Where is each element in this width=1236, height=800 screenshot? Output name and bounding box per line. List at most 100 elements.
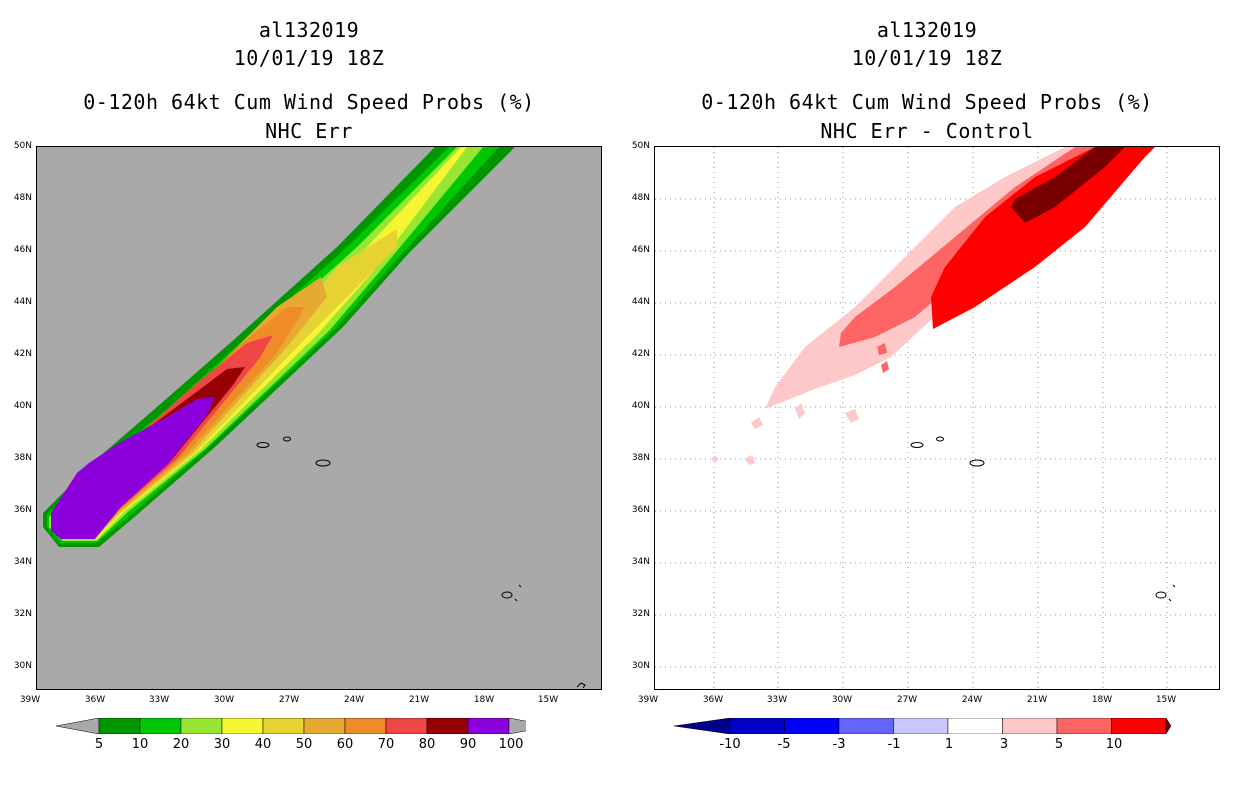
band-3-5-patch [881, 361, 889, 373]
lon-label: 33W [766, 695, 788, 705]
colorbar-label: 1 [944, 737, 954, 752]
difference-colorbar [674, 718, 1172, 734]
lat-label: 50N [13, 141, 32, 151]
lat-label: 36N [631, 505, 650, 515]
colorbar-label: 5 [1054, 737, 1064, 752]
subtitle: NHC Err - Control [820, 119, 1034, 143]
lat-label: 38N [631, 453, 650, 463]
colorbar-swatch [893, 718, 949, 734]
lon-label: 18W [1091, 695, 1113, 705]
lat-label: 48N [631, 193, 650, 203]
colorbar-swatch [1002, 718, 1058, 734]
lat-label: 40N [631, 401, 650, 411]
colorbar-swatch [467, 718, 510, 734]
colorbar-label: 40 [254, 737, 272, 752]
colorbar-label: 70 [377, 737, 395, 752]
colorbar-swatch [139, 718, 182, 734]
probability-map [36, 146, 602, 690]
colorbar-swatch [947, 718, 1003, 734]
band-1-3-patch [751, 417, 763, 429]
colorbar-swatch [729, 718, 785, 734]
colorbar-swatch [98, 718, 141, 734]
colorbar-label: 20 [172, 737, 190, 752]
lat-label: 30N [631, 661, 650, 671]
colorbar-swatch [426, 718, 469, 734]
colorbar-label: -10 [719, 737, 741, 752]
lon-label: 33W [148, 695, 170, 705]
madeira-island [501, 591, 513, 599]
difference-map [654, 146, 1220, 690]
left-panel: al132019 10/01/19 18Z 0-120h 64kt Cum Wi… [13, 18, 602, 752]
lon-label: 24W [343, 695, 365, 705]
colorbar-label: 80 [418, 737, 436, 752]
colorbar-arrow-low [56, 718, 100, 734]
colorbar-swatch [784, 718, 840, 734]
colorbar-arrow-high [1165, 718, 1172, 734]
colorbar-swatch [1056, 718, 1112, 734]
colorbar-label: -3 [832, 737, 846, 752]
colorbar-swatch [180, 718, 223, 734]
colorbar-label: 30 [213, 737, 231, 752]
probability-contours [43, 147, 586, 689]
band-1-3-patch [748, 456, 754, 462]
azores-island [315, 459, 331, 467]
lat-label: 38N [13, 453, 32, 463]
band-100 [51, 397, 215, 539]
lon-label: 15W [537, 695, 559, 705]
colorbar-swatch [303, 718, 346, 734]
lat-label: 50N [631, 141, 650, 151]
lon-label: 39W [637, 695, 659, 705]
azores-island [256, 442, 270, 448]
lon-label: 36W [84, 695, 106, 705]
band-1-3-patch [712, 456, 718, 462]
lat-label: 32N [13, 609, 32, 619]
colorbar-label: 10 [1105, 737, 1123, 752]
colorbar-arrow-high [508, 718, 526, 734]
lon-label: 30W [831, 695, 853, 705]
product-title: 0-120h 64kt Cum Wind Speed Probs (%) [83, 90, 535, 114]
lat-label: 34N [631, 557, 650, 567]
difference-contours [655, 147, 1219, 689]
lon-label: 27W [278, 695, 300, 705]
lon-label: 18W [473, 695, 495, 705]
lat-label: 32N [631, 609, 650, 619]
colorbar-swatch [385, 718, 428, 734]
lon-label: 21W [408, 695, 430, 705]
azores-island [910, 442, 924, 448]
lat-label: 36N [13, 505, 32, 515]
datetime-title: 10/01/19 18Z [851, 46, 1003, 70]
madeira-island [1155, 591, 1167, 599]
colorbar-label: 50 [295, 737, 313, 752]
lat-label: 46N [631, 245, 650, 255]
band-5-10 [931, 147, 1155, 329]
lat-label: 46N [13, 245, 32, 255]
lon-label: 21W [1026, 695, 1048, 705]
colorbar-swatch [838, 718, 894, 734]
lat-label: 42N [13, 349, 32, 359]
band-1-3-patch [795, 403, 805, 419]
lat-label: 44N [631, 297, 650, 307]
azores-island [969, 459, 985, 467]
band-1-3-patch [845, 409, 859, 423]
lat-label: 40N [13, 401, 32, 411]
band-3-5-patch [877, 343, 887, 355]
lat-label: 34N [13, 557, 32, 567]
azores-island [283, 436, 291, 442]
probability-colorbar [56, 718, 526, 734]
colorbar-label: -5 [777, 737, 791, 752]
datetime-title: 10/01/19 18Z [233, 46, 385, 70]
lon-label: 15W [1155, 695, 1177, 705]
canary-coast [576, 682, 586, 689]
colorbar-label: 60 [336, 737, 354, 752]
storm-id-title: al132019 [876, 18, 978, 42]
lat-label: 44N [13, 297, 32, 307]
colorbar-label: -1 [887, 737, 901, 752]
colorbar-swatch [1111, 718, 1167, 734]
madeira-island [1168, 584, 1176, 602]
right-panel: al132019 10/01/19 18Z 0-120h 64kt Cum Wi… [618, 0, 1236, 800]
lon-label: 30W [213, 695, 235, 705]
colorbar-label: 3 [999, 737, 1009, 752]
band-gt10 [1011, 147, 1125, 223]
lat-label: 30N [13, 661, 32, 671]
colorbar-arrow-low [674, 718, 731, 734]
